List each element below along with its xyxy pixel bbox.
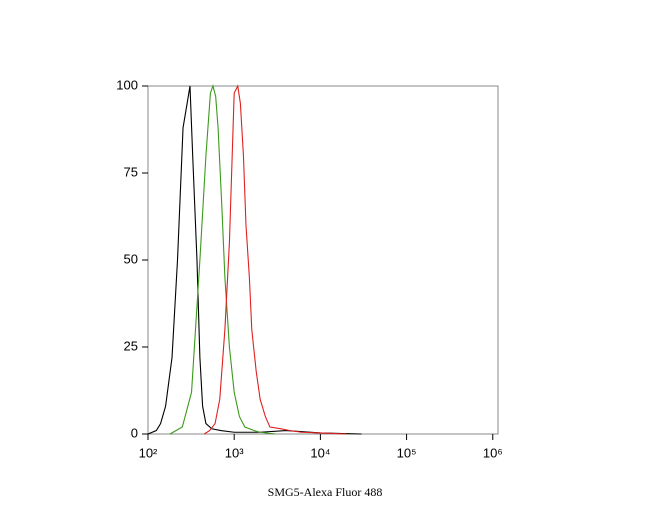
x-tick-label: 10⁵ — [397, 445, 417, 460]
x-tick-label: 10⁶ — [483, 445, 503, 460]
series-line — [147, 85, 362, 435]
y-tick-label: 100 — [116, 77, 138, 92]
x-tick-label: 10³ — [225, 445, 244, 460]
x-tick-label: 10² — [139, 445, 158, 460]
x-tick-label: 10⁴ — [310, 445, 330, 460]
y-tick-label: 0 — [131, 425, 138, 440]
series-line — [204, 84, 347, 435]
y-tick-label: 25 — [124, 338, 138, 353]
y-tick-label: 75 — [124, 164, 138, 179]
y-tick-label: 50 — [124, 251, 138, 266]
series-line — [169, 84, 276, 435]
plot-frame — [147, 85, 499, 435]
x-axis-label: SMG5-Alexa Fluor 488 — [268, 485, 383, 499]
